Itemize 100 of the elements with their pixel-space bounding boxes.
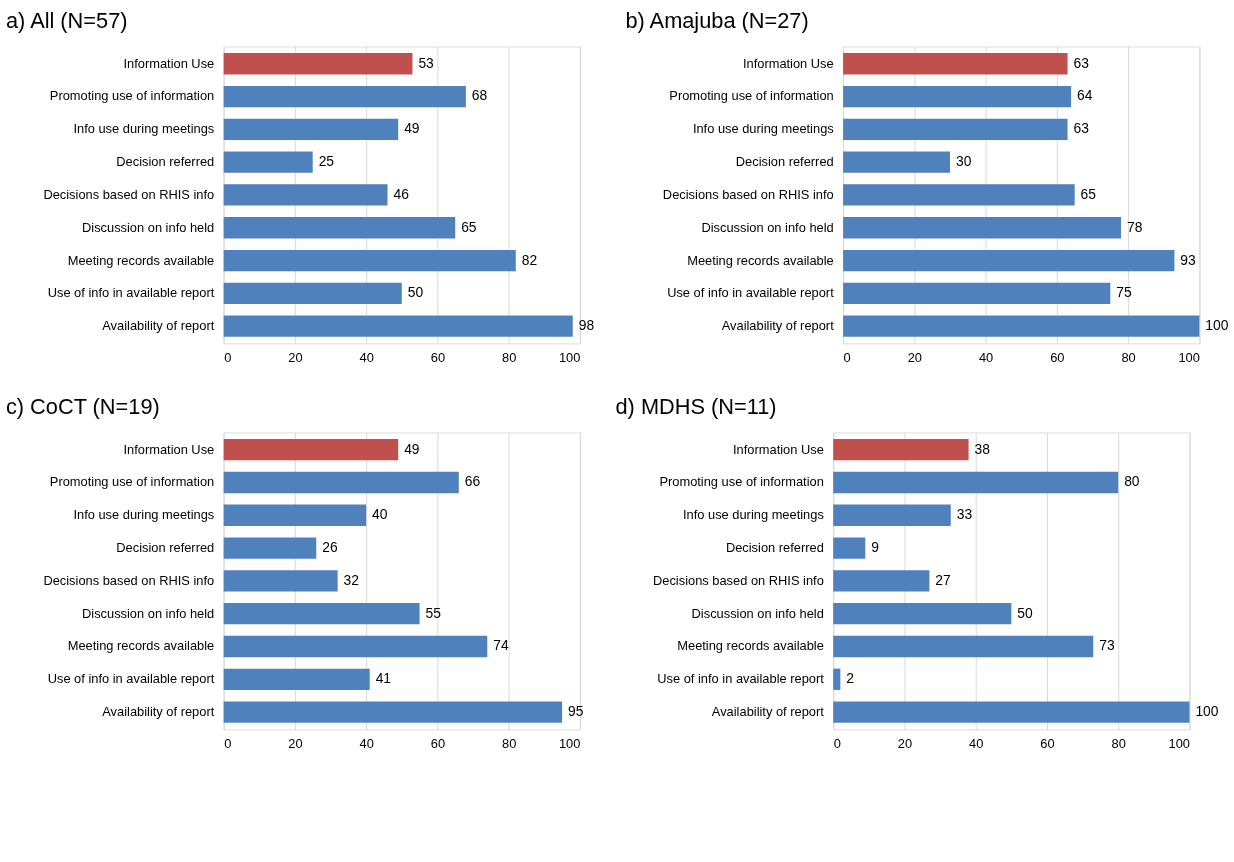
bar: [833, 570, 930, 592]
data-label: 53: [418, 54, 435, 71]
bar: [833, 504, 951, 526]
y-tick-label: Discussion on info held: [701, 219, 834, 235]
y-tick-label: Promoting use of information: [669, 88, 834, 104]
data-label: 50: [1017, 604, 1033, 621]
data-label: 65: [461, 218, 477, 235]
x-tick-label: 40: [969, 735, 984, 751]
data-label: 80: [1124, 473, 1140, 490]
bar: [833, 668, 841, 690]
bar: [833, 537, 866, 559]
bar: [843, 184, 1075, 206]
y-tick-label: Discussion on info held: [81, 219, 215, 235]
data-label: 82: [521, 251, 538, 268]
y-tick-label: Use of info in available report: [47, 671, 215, 687]
bar: [833, 471, 1119, 494]
bar: [843, 217, 1121, 239]
y-tick-label: Use of info in available report: [47, 285, 215, 301]
x-tick-label: 60: [430, 349, 446, 365]
y-tick-label: Use of info in available report: [667, 285, 835, 301]
data-label: 95: [568, 703, 584, 720]
y-tick-label: Discussion on info held: [691, 605, 824, 621]
x-tick-label: 0: [833, 735, 841, 751]
x-tick-label: 20: [288, 349, 303, 365]
data-label: 49: [404, 440, 420, 457]
data-label: 100: [1195, 703, 1219, 720]
chart-title: c) CoCT (N=19): [5, 393, 160, 419]
bar: [843, 118, 1068, 140]
data-label: 63: [1073, 120, 1090, 137]
y-tick-label: Availability of report: [102, 318, 215, 334]
data-label: 74: [493, 637, 509, 654]
bar: [843, 249, 1175, 272]
y-tick-label: Info use during meetings: [73, 121, 215, 137]
y-tick-label: Decision referred: [116, 154, 215, 170]
x-tick-label: 100: [1178, 349, 1200, 365]
y-tick-label: Information Use: [123, 55, 215, 71]
data-label: 55: [425, 604, 442, 621]
x-tick-label: 40: [978, 349, 994, 365]
y-tick-label: Info use during meetings: [73, 507, 215, 523]
x-tick-label: 20: [907, 349, 923, 365]
data-label: 98: [578, 317, 595, 334]
data-label: 93: [1180, 251, 1197, 268]
y-tick-label: Information Use: [123, 441, 215, 457]
y-tick-label: Decision referred: [116, 540, 215, 556]
x-tick-label: 0: [843, 349, 851, 365]
chart-title: a) All (N=57): [5, 7, 128, 33]
x-tick-label: 100: [1168, 735, 1190, 751]
chart-title: d) MDHS (N=11): [615, 393, 777, 419]
x-tick-label: 40: [359, 349, 374, 365]
x-tick-label: 80: [1121, 349, 1136, 365]
bar: [843, 85, 1072, 108]
x-tick-label: 20: [897, 735, 913, 751]
data-label: 66: [464, 473, 481, 490]
x-tick-label: 80: [1111, 735, 1126, 751]
bar: [843, 151, 950, 173]
bar: [843, 53, 1068, 75]
bar: [833, 635, 1094, 658]
y-tick-label: Promoting use of information: [49, 474, 215, 490]
data-label: 75: [1116, 284, 1132, 301]
x-tick-label: 0: [224, 349, 232, 365]
bar: [833, 439, 969, 461]
x-tick-label: 20: [288, 735, 303, 751]
y-tick-label: Meeting records available: [67, 638, 215, 654]
data-label: 49: [404, 120, 420, 137]
y-tick-label: Decision referred: [735, 154, 834, 170]
data-label: 41: [375, 670, 392, 687]
y-tick-label: Info use during meetings: [692, 121, 834, 137]
data-label: 26: [322, 539, 338, 556]
y-tick-label: Availability of report: [711, 704, 825, 720]
y-tick-label: Availability of report: [721, 318, 835, 334]
bar: [833, 701, 1190, 723]
data-label: 9: [871, 539, 880, 556]
y-tick-label: Promoting use of information: [659, 474, 824, 490]
chart-title: b) Amajuba (N=27): [625, 7, 809, 33]
x-tick-label: 60: [1040, 735, 1055, 751]
data-label: 63: [1073, 54, 1090, 71]
bar: [843, 315, 1200, 337]
data-label: 2: [846, 670, 854, 687]
data-label: 64: [1077, 87, 1093, 104]
y-tick-label: Information Use: [733, 441, 824, 457]
data-label: 100: [1205, 317, 1229, 334]
bar: [843, 282, 1111, 305]
y-tick-label: Info use during meetings: [682, 507, 824, 523]
y-tick-label: Meeting records available: [67, 252, 215, 268]
x-tick-label: 100: [558, 349, 581, 365]
data-label: 33: [956, 506, 973, 523]
y-tick-label: Decisions based on RHIS info: [662, 186, 834, 202]
y-tick-label: Use of info in available report: [657, 671, 825, 687]
x-tick-label: 60: [1050, 349, 1065, 365]
data-label: 46: [393, 185, 410, 202]
y-tick-label: Meeting records available: [677, 638, 824, 654]
y-tick-label: Meeting records available: [687, 252, 834, 268]
y-tick-label: Decision referred: [725, 540, 824, 556]
x-tick-label: 80: [501, 735, 517, 751]
x-tick-label: 40: [359, 735, 374, 751]
x-tick-label: 0: [224, 735, 232, 751]
data-label: 38: [974, 440, 991, 457]
y-tick-label: Information Use: [742, 55, 834, 71]
y-tick-label: Decisions based on RHIS info: [652, 572, 824, 588]
data-label: 25: [318, 153, 335, 170]
